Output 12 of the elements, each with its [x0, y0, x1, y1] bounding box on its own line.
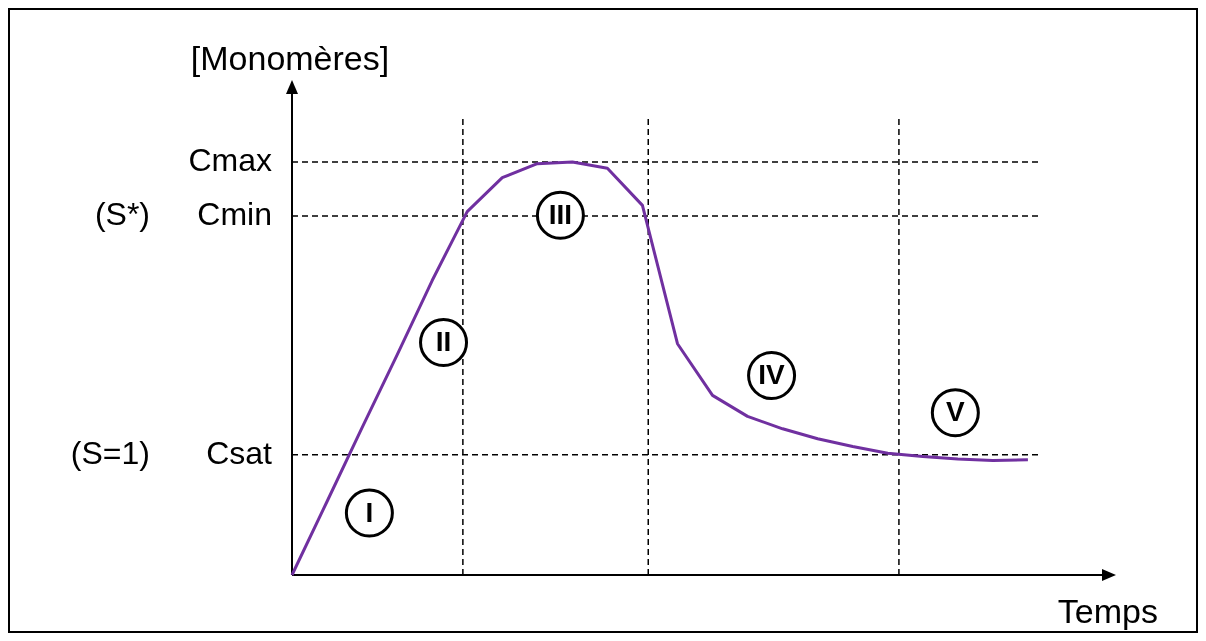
ref-line-label: Csat	[206, 434, 273, 471]
annotation: II	[435, 326, 452, 358]
ref-line-label: Cmax	[188, 141, 272, 178]
ref-line-label: Cmin	[197, 195, 272, 232]
annotation: III	[548, 199, 573, 230]
y-axis-title: [Monomères]	[190, 39, 390, 77]
annotation: V	[945, 396, 965, 428]
x-axis-title: Temps	[1057, 592, 1158, 630]
text: (S=1)	[70, 434, 150, 471]
text: (S*)	[94, 195, 150, 232]
annotation: I	[365, 496, 374, 528]
annotation: IV	[758, 359, 786, 391]
